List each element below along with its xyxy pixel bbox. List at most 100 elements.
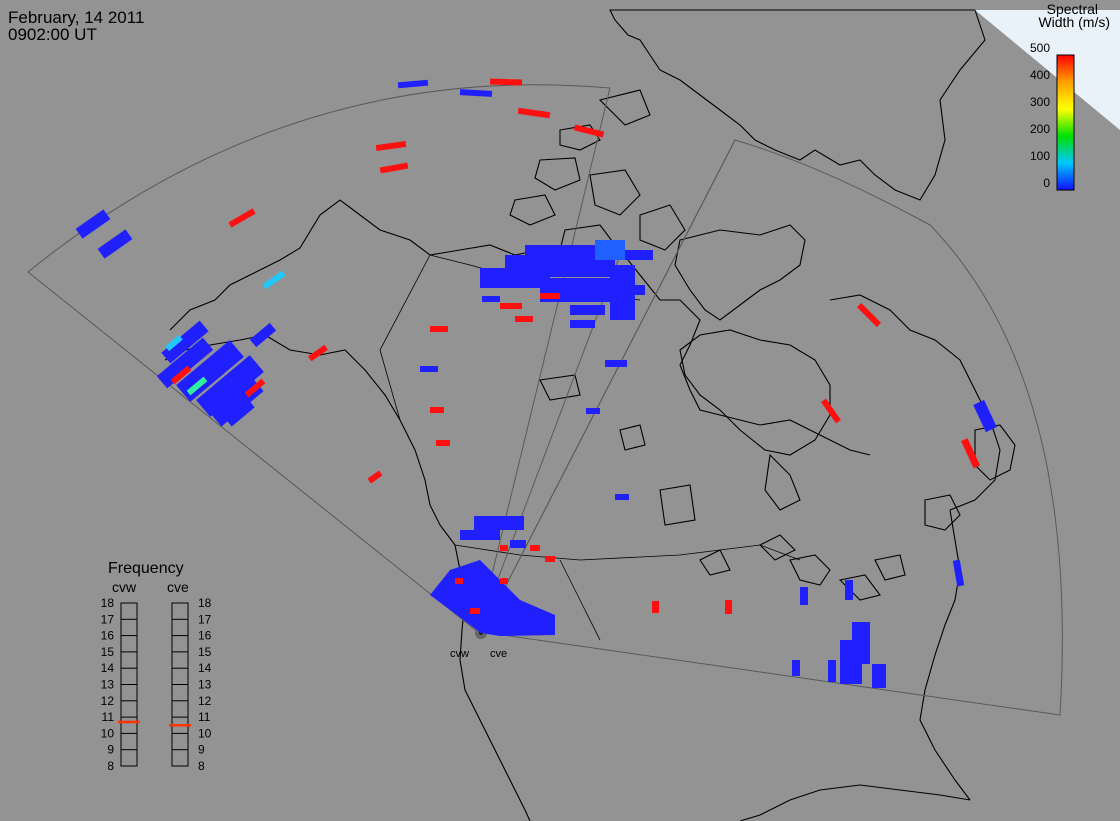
frequency-tick-right: 17 [198, 612, 212, 626]
alaska-south-coast [164, 334, 456, 546]
cvw-beam-edge [477, 254, 621, 633]
cve-fov [481, 139, 1063, 716]
frequency-tick-right: 10 [198, 726, 212, 740]
scatter-cell [156, 337, 214, 389]
frequency-tick-right: 18 [198, 596, 212, 610]
date-label: February, 14 2011 [8, 8, 145, 27]
radar-label-cve: cve [490, 648, 507, 660]
frequency-tick-left: 17 [101, 612, 115, 626]
frequency-tick-left: 9 [107, 743, 114, 757]
scatter-cell [379, 162, 409, 174]
frequency-tick-left: 10 [101, 726, 115, 740]
scatter-cell [872, 664, 886, 688]
frequency-tick-right: 11 [198, 710, 211, 724]
frequency-tick-left: 16 [101, 629, 115, 643]
scatter-cell [570, 305, 605, 315]
scatter-cell [510, 540, 526, 548]
scatter-cell [545, 556, 555, 562]
james-bay [764, 453, 801, 511]
scatter-cell [500, 578, 508, 584]
us-canada-border [454, 544, 801, 561]
scatter-cell [397, 79, 429, 89]
state-border [559, 559, 601, 641]
scatter-cell [505, 255, 615, 277]
frequency-tick-left: 18 [101, 596, 115, 610]
scatter-cell [460, 530, 500, 540]
scatter-cell [244, 378, 266, 398]
frequency-tick-right: 16 [198, 629, 212, 643]
scatter-cell [489, 78, 523, 86]
colorbar [1056, 54, 1075, 191]
frequency-tick-right: 9 [198, 743, 205, 757]
colorbar-title-2: Width (m/s) [1038, 14, 1110, 30]
frequency-tick-right: 8 [198, 759, 205, 773]
scatter-cell [615, 494, 629, 500]
greenland-outline [609, 9, 986, 201]
scatter-cell [196, 355, 264, 417]
scatter-cell [792, 660, 800, 676]
scatter-cell [367, 470, 383, 484]
frequency-tick-left: 15 [101, 645, 115, 659]
frequency-tick-left: 11 [102, 710, 115, 724]
scatter-cell [459, 89, 493, 97]
scatter-cell [474, 516, 524, 530]
labrador-coast [829, 294, 1001, 511]
scatter-cell [725, 600, 732, 614]
scatter-cell [482, 296, 500, 302]
scatter-cell [821, 398, 841, 424]
scatter-cell [430, 407, 444, 413]
canadian-lakes [539, 374, 731, 576]
frequency-tick-right: 14 [198, 661, 212, 675]
corner-patch-shape [975, 10, 1120, 130]
colorbar-tick-100: 100 [1029, 149, 1050, 163]
radar-label-cvw: cvw [450, 648, 469, 660]
baffin-island [674, 224, 806, 321]
scatter-cell [225, 399, 255, 427]
scatter-cell [97, 229, 133, 259]
great-lakes [759, 534, 906, 601]
scatter-cell [228, 208, 256, 228]
scatter-cell [952, 559, 965, 587]
scatter-cell [517, 107, 551, 119]
scatter-cell [852, 622, 862, 684]
scatter-cell [470, 608, 480, 614]
colorbar-tick-200: 200 [1029, 122, 1050, 136]
frequency-tick-right: 13 [198, 678, 212, 692]
corner-patch [975, 10, 1120, 130]
scatter-cell [652, 601, 659, 613]
scatter-cell [856, 302, 882, 328]
scatter-returns [75, 78, 997, 688]
scatter-cell [420, 366, 438, 372]
scatter-cell [570, 320, 595, 328]
cve-beam-edge [481, 139, 736, 633]
scatter-cell [845, 580, 853, 600]
scatter-cell [500, 545, 508, 551]
colorbar-tick-500: 500 [1029, 41, 1050, 55]
scatter-cell [620, 285, 645, 295]
time-label: 0902:00 UT [8, 25, 97, 44]
scatter-cell [455, 578, 463, 584]
frequency-label-cvw: cvw [112, 579, 137, 595]
scatter-cell [862, 622, 870, 664]
scatter-cell [430, 326, 448, 332]
scatter-cell [186, 376, 208, 396]
frequency-title: Frequency [108, 560, 184, 577]
hudson-bay [679, 329, 831, 456]
gulf-coast [739, 784, 971, 821]
scatter-cell [625, 250, 653, 260]
scatter-cell [75, 209, 111, 239]
scatter-cell [828, 660, 836, 682]
scatter-cell [170, 365, 192, 385]
scatter-cell [586, 408, 600, 414]
frequency-tick-left: 13 [101, 678, 115, 692]
scatter-cell [540, 293, 560, 299]
scatter-cell [375, 140, 407, 152]
frequency-tick-left: 12 [101, 694, 115, 708]
frequency-label-cve: cve [167, 579, 189, 595]
scatter-cell [436, 440, 450, 446]
alaska-canada-border [379, 254, 431, 421]
scatter-cell [515, 316, 533, 322]
colorbar-gradient [1056, 54, 1075, 191]
colorbar-title-1: Spectral [1046, 1, 1098, 17]
scatter-cell [605, 360, 627, 367]
